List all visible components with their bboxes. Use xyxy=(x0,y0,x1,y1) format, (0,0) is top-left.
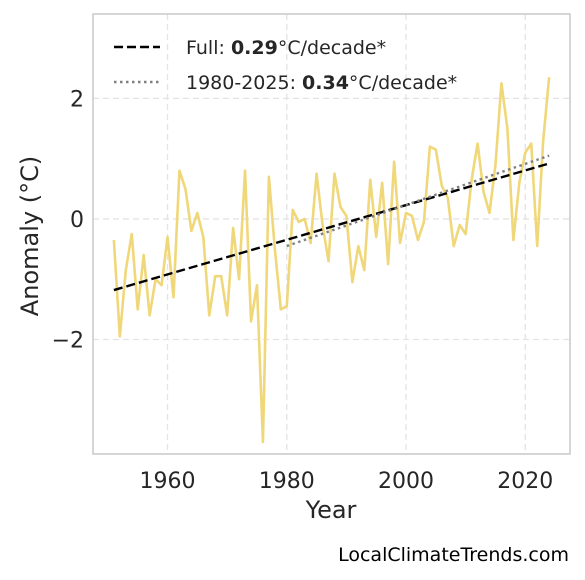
x-tick-labels: 1960 1980 2000 2020 xyxy=(140,469,554,494)
legend-recent-rate: 0.34 xyxy=(302,72,349,94)
legend: Full: 0.29°C/decade* 1980-2025: 0.34°C/d… xyxy=(114,37,457,94)
legend-recent-name: 1980-2025 xyxy=(186,72,290,94)
x-tick-label: 1960 xyxy=(140,469,196,494)
anomaly-line xyxy=(112,77,551,444)
y-tick-label: 0 xyxy=(70,208,84,233)
legend-full-label: Full: 0.29°C/decade* xyxy=(186,37,386,59)
y-axis-label: Anomaly (°C) xyxy=(16,156,44,316)
y-tick-labels: −2 0 2 xyxy=(52,87,84,353)
series-layer xyxy=(112,77,551,444)
legend-full-name: Full xyxy=(186,37,219,59)
legend-full-rate: 0.29 xyxy=(231,37,278,59)
legend-recent-unit: °C/decade* xyxy=(349,72,457,94)
y-tick-label: 2 xyxy=(70,87,84,112)
x-tick-label: 2020 xyxy=(497,469,553,494)
grid-lines xyxy=(93,14,570,454)
full-trend-line xyxy=(113,162,550,292)
legend-recent-label: 1980-2025: 0.34°C/decade* xyxy=(186,72,457,94)
y-tick-label: −2 xyxy=(52,328,84,353)
x-tick-label: 1980 xyxy=(259,469,315,494)
x-tick-label: 2000 xyxy=(378,469,434,494)
legend-full-unit: °C/decade* xyxy=(278,37,386,59)
plot-frame xyxy=(92,13,571,455)
x-axis-label: Year xyxy=(305,496,357,524)
recent-trend-line xyxy=(286,154,550,248)
site-credit: LocalClimateTrends.com xyxy=(338,544,569,566)
